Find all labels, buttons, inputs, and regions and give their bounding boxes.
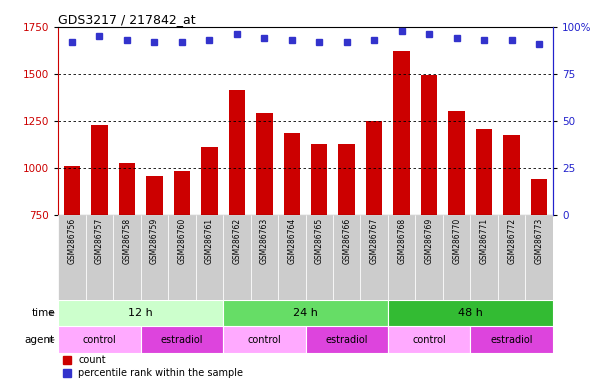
Text: estradiol: estradiol <box>491 335 533 345</box>
Bar <box>91 125 108 215</box>
Bar <box>146 177 163 215</box>
Bar <box>58 326 141 353</box>
Bar <box>64 166 80 215</box>
Bar <box>174 171 190 215</box>
Bar <box>393 51 410 215</box>
Text: GSM286771: GSM286771 <box>480 218 489 264</box>
Bar <box>443 215 470 300</box>
Bar <box>58 300 223 326</box>
Bar <box>223 300 388 326</box>
Bar <box>223 326 306 353</box>
Text: time: time <box>31 308 55 318</box>
Text: estradiol: estradiol <box>161 335 203 345</box>
Bar <box>476 129 492 215</box>
Bar <box>251 215 278 300</box>
Bar <box>168 215 196 300</box>
Bar <box>498 215 525 300</box>
Text: GSM286759: GSM286759 <box>150 218 159 264</box>
Bar <box>311 144 327 215</box>
Bar <box>306 215 333 300</box>
Bar <box>223 215 251 300</box>
Text: GSM286764: GSM286764 <box>287 218 296 264</box>
Text: GSM286763: GSM286763 <box>260 218 269 264</box>
Bar <box>141 326 223 353</box>
Bar <box>338 144 355 215</box>
Bar <box>58 215 86 300</box>
Text: GSM286769: GSM286769 <box>425 218 434 264</box>
Legend: count, percentile rank within the sample: count, percentile rank within the sample <box>63 355 243 378</box>
Text: agent: agent <box>25 335 55 345</box>
Bar <box>415 215 443 300</box>
Text: estradiol: estradiol <box>326 335 368 345</box>
Text: GSM286756: GSM286756 <box>67 218 76 264</box>
Bar <box>388 300 553 326</box>
Bar <box>229 90 245 215</box>
Text: control: control <box>247 335 281 345</box>
Text: 12 h: 12 h <box>128 308 153 318</box>
Bar <box>448 111 465 215</box>
Bar <box>388 215 415 300</box>
Bar <box>284 133 300 215</box>
Bar <box>278 215 306 300</box>
Bar <box>366 121 382 215</box>
Text: 48 h: 48 h <box>458 308 483 318</box>
Bar <box>86 215 113 300</box>
Bar <box>470 326 553 353</box>
Text: GSM286765: GSM286765 <box>315 218 324 264</box>
Text: GSM286767: GSM286767 <box>370 218 379 264</box>
Text: control: control <box>82 335 116 345</box>
Text: control: control <box>412 335 446 345</box>
Bar <box>360 215 388 300</box>
Bar <box>470 215 498 300</box>
Bar <box>196 215 223 300</box>
Text: GSM286772: GSM286772 <box>507 218 516 264</box>
Text: 24 h: 24 h <box>293 308 318 318</box>
Bar <box>256 113 273 215</box>
Bar <box>388 326 470 353</box>
Text: GSM286768: GSM286768 <box>397 218 406 264</box>
Bar <box>503 135 520 215</box>
Text: GDS3217 / 217842_at: GDS3217 / 217842_at <box>58 13 196 26</box>
Text: GSM286770: GSM286770 <box>452 218 461 264</box>
Text: GSM286757: GSM286757 <box>95 218 104 264</box>
Bar <box>333 215 360 300</box>
Text: GSM286773: GSM286773 <box>535 218 544 264</box>
Bar <box>306 326 388 353</box>
Text: GSM286761: GSM286761 <box>205 218 214 264</box>
Bar <box>421 75 437 215</box>
Bar <box>141 215 168 300</box>
Text: GSM286760: GSM286760 <box>177 218 186 264</box>
Bar <box>525 215 553 300</box>
Bar <box>531 179 547 215</box>
Bar <box>201 147 218 215</box>
Text: GSM286762: GSM286762 <box>232 218 241 264</box>
Text: GSM286758: GSM286758 <box>122 218 131 264</box>
Bar <box>119 163 135 215</box>
Text: GSM286766: GSM286766 <box>342 218 351 264</box>
Bar <box>113 215 141 300</box>
